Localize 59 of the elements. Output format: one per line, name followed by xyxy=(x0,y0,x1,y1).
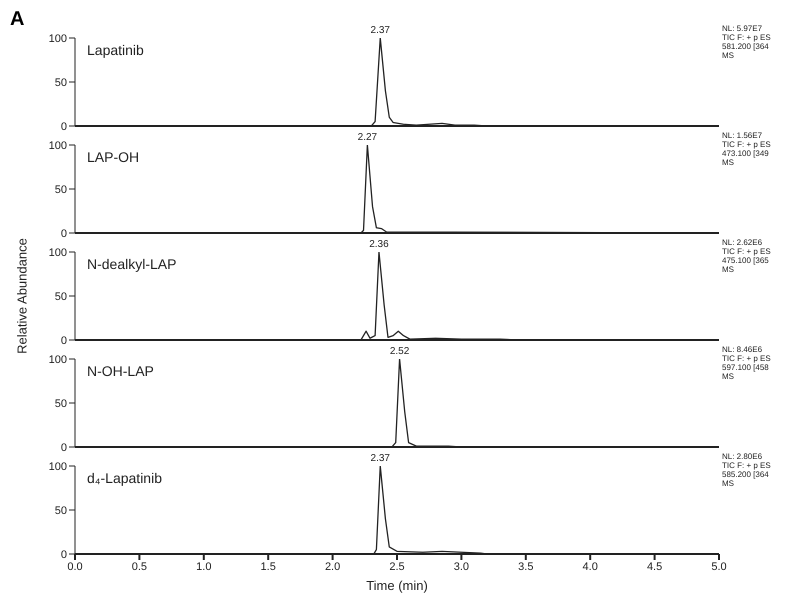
text: MS xyxy=(722,265,735,274)
annotation: 2.52 xyxy=(390,346,410,357)
text: MS xyxy=(722,479,735,488)
text: TIC F: + p ES xyxy=(722,33,771,42)
x-tick-label: 1.0 xyxy=(196,560,212,573)
y-tick-label: 50 xyxy=(54,290,67,303)
y-tick-label: 0 xyxy=(60,228,67,240)
y-tick-label: 50 xyxy=(54,398,67,410)
text: N-OH-LAP xyxy=(87,363,154,379)
text: TIC F: + p ES xyxy=(722,140,771,149)
x-tick-label: 5.0 xyxy=(711,560,727,573)
x-tick-label: 4.0 xyxy=(582,560,598,573)
y-tick-label: 50 xyxy=(54,504,67,517)
x-tick-label: 0.5 xyxy=(132,560,148,573)
annotation: 2.37 xyxy=(370,453,390,464)
text: NL: 2.80E6 xyxy=(722,452,764,461)
y-tick-label: 100 xyxy=(48,246,67,259)
chart-title: A xyxy=(10,8,24,31)
y-tick-label: 100 xyxy=(48,32,67,45)
text: MS xyxy=(722,158,735,167)
annotation: 2.27 xyxy=(358,132,378,143)
text: TIC F: + p ES xyxy=(722,461,771,470)
text: 581.200 [364 xyxy=(722,42,770,51)
x-tick-label: 0.0 xyxy=(67,560,83,573)
text: MS xyxy=(722,372,735,381)
annotation: 2.36 xyxy=(369,239,390,250)
text: NL: 2.62E6 xyxy=(722,238,764,247)
x-tick-label: 4.5 xyxy=(646,560,662,573)
x-axis-title: Time (min) xyxy=(366,578,428,593)
text: Lapatinib xyxy=(87,42,144,58)
text: NL: 1.56E7 xyxy=(722,131,764,140)
y-tick-label: 0 xyxy=(60,120,67,133)
text: 475.100 [365 xyxy=(722,256,770,265)
y-tick-label: 100 xyxy=(48,354,67,366)
text: TIC F: + p ES xyxy=(722,247,771,256)
text: LAP-OH xyxy=(87,149,140,165)
text: TIC F: + p ES xyxy=(722,354,771,363)
text: d₄-Lapatinib xyxy=(87,470,162,486)
text: 473.100 [349 xyxy=(722,149,770,158)
annotation: 2.37 xyxy=(370,25,390,36)
x-tick-label: 3.0 xyxy=(454,560,470,573)
y-tick-label: 50 xyxy=(54,76,67,89)
x-tick-label: 1.5 xyxy=(260,560,276,573)
x-tick-label: 3.5 xyxy=(518,560,534,573)
text: N-dealkyl-LAP xyxy=(87,256,176,272)
y-tick-label: 100 xyxy=(48,460,67,473)
text: NL: 5.97E7 xyxy=(722,24,764,33)
x-tick-label: 2.5 xyxy=(389,560,405,573)
text: NL: 8.46E6 xyxy=(722,345,764,354)
y-tick-label: 50 xyxy=(54,184,67,196)
text: MS xyxy=(722,51,735,60)
y-tick-label: 0 xyxy=(60,334,67,347)
y-tick-label: 0 xyxy=(60,548,67,561)
y-tick-label: 100 xyxy=(48,140,67,152)
text: 597.100 [458 xyxy=(722,363,770,372)
y-tick-label: 0 xyxy=(60,442,67,454)
text: 585.200 [364 xyxy=(722,470,770,479)
y-axis-title: Relative Abundance xyxy=(14,238,30,354)
x-tick-label: 2.0 xyxy=(324,560,340,573)
